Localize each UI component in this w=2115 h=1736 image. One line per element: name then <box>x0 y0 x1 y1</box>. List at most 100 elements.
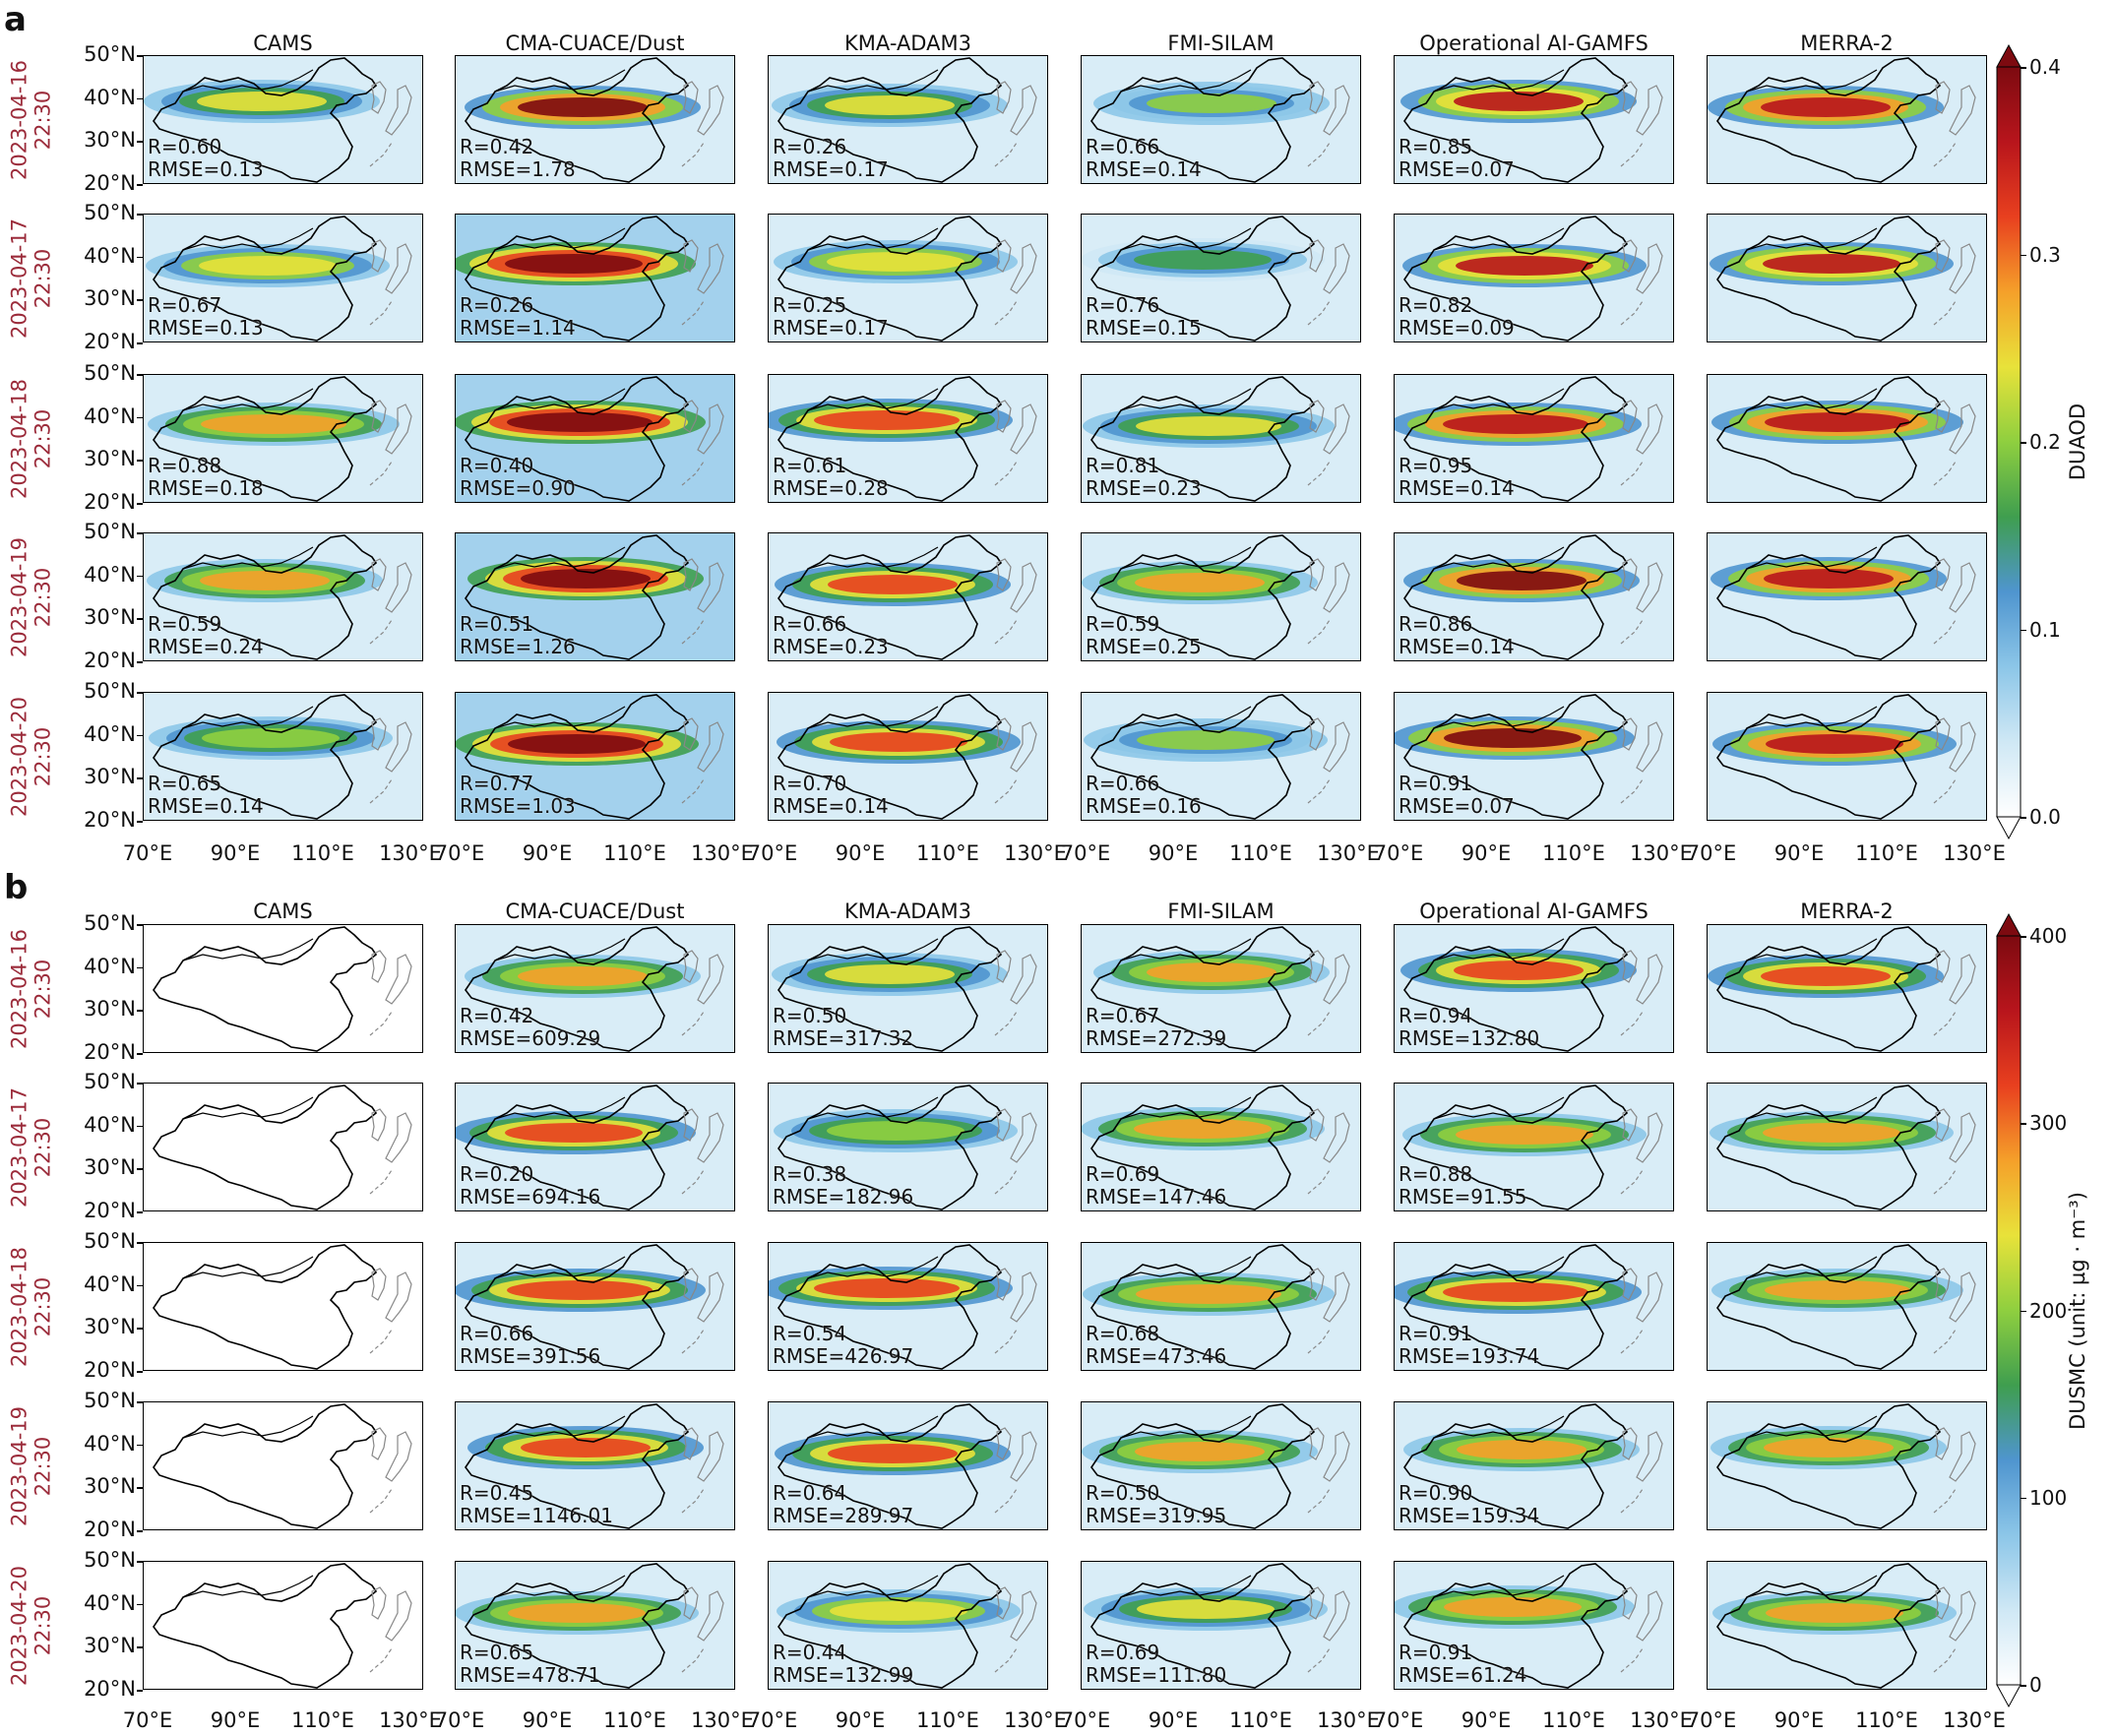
mongolia-border <box>494 227 626 251</box>
korea-outline <box>1935 1268 1951 1301</box>
china-outline <box>778 926 1003 1052</box>
mongolia-border <box>182 706 314 729</box>
china-outline <box>1403 1244 1629 1370</box>
map-cell-dusmc: R=0.50 RMSE=319.95 <box>1081 1401 1361 1530</box>
lon-tick-label: 130°E <box>691 1708 754 1732</box>
colorbar-tick-mark <box>2021 1497 2026 1500</box>
maritime-boundary <box>681 1169 705 1195</box>
lat-tick-label: 40°N <box>84 85 136 109</box>
china-outline <box>153 376 378 502</box>
row-date: 2023-04-20 <box>7 696 31 817</box>
japan-outline <box>1323 1112 1350 1163</box>
korea-outline <box>683 1268 699 1301</box>
lat-tick-mark <box>137 503 143 505</box>
map-cell-dusmc <box>143 1083 423 1211</box>
lat-tick-mark <box>137 777 143 779</box>
mongolia-border <box>807 227 939 251</box>
maritime-boundary <box>681 778 705 804</box>
stat-block: R=0.25 RMSE=0.17 <box>773 294 889 340</box>
maritime-boundary <box>1933 619 1957 645</box>
stat-block: R=0.60 RMSE=0.13 <box>148 136 264 181</box>
japan-outline <box>1010 562 1037 613</box>
map-cell-dusmc <box>143 1561 423 1690</box>
colorbar-min-arrow <box>1996 1684 2022 1708</box>
lat-tick-label: 50°N <box>84 1389 136 1412</box>
japan-outline <box>1323 1431 1350 1482</box>
colorbar-max-arrow <box>1996 912 2022 937</box>
maritime-boundary <box>1933 300 1957 326</box>
stat-rmse: RMSE=91.55 <box>1399 1185 1527 1209</box>
maritime-boundary <box>681 461 705 486</box>
lat-tick-label: 20°N <box>84 1040 136 1064</box>
china-outline <box>1403 926 1629 1052</box>
map-cell-duaod: R=0.82 RMSE=0.09 <box>1394 214 1674 342</box>
china-outline <box>465 534 690 660</box>
mongolia-border <box>1433 69 1565 93</box>
stat-r: R=0.95 <box>1399 454 1473 477</box>
maritime-boundary <box>994 1488 1018 1514</box>
model-title: FMI-SILAM <box>1167 31 1275 55</box>
lat-tick-mark <box>137 1168 143 1170</box>
map-cell-duaod <box>1707 692 1987 821</box>
stat-rmse: RMSE=193.74 <box>1399 1344 1540 1368</box>
stat-r: R=0.91 <box>1399 772 1473 795</box>
china-outline <box>778 1244 1003 1370</box>
colorbar-tick-label: 400 <box>2029 924 2068 948</box>
row-date: 2023-04-16 <box>7 59 31 180</box>
stat-rmse: RMSE=0.09 <box>1399 316 1515 340</box>
korea-outline <box>371 558 387 591</box>
mongolia-border <box>1433 1096 1565 1120</box>
row-time: 22:30 <box>31 408 54 468</box>
panel-letter-b: b <box>4 868 29 907</box>
china-outline <box>1090 1403 1316 1529</box>
japan-outline <box>1010 403 1037 455</box>
map-svg <box>769 1243 1047 1370</box>
map-cell-duaod: R=0.70 RMSE=0.14 <box>768 692 1048 821</box>
maritime-boundary <box>1620 1488 1644 1514</box>
stat-rmse: RMSE=0.17 <box>773 157 889 181</box>
stat-block: R=0.67 RMSE=0.13 <box>148 294 264 340</box>
japan-outline <box>1010 1431 1037 1482</box>
japan-outline <box>697 954 724 1005</box>
row-time: 22:30 <box>31 248 54 308</box>
map-cell-dusmc <box>1707 1083 1987 1211</box>
china-outline <box>153 694 378 820</box>
lon-tick-label: 90°E <box>835 841 886 865</box>
lon-tick-label: 130°E <box>379 841 442 865</box>
lon-tick-label: 70°E <box>434 1708 485 1732</box>
map-cell-dusmc: R=0.94 RMSE=132.80 <box>1394 924 1674 1053</box>
stat-block: R=0.91 RMSE=61.24 <box>1399 1642 1527 1687</box>
colorbar-gradient <box>1996 935 2022 1686</box>
lat-tick-mark <box>137 1690 143 1692</box>
korea-outline <box>996 1108 1012 1142</box>
japan-outline <box>1636 1112 1663 1163</box>
japan-outline <box>697 243 724 294</box>
stat-block: R=0.86 RMSE=0.14 <box>1399 613 1515 658</box>
lon-tick-label: 90°E <box>1461 841 1512 865</box>
stat-r: R=0.65 <box>148 772 222 795</box>
china-outline <box>153 1563 378 1689</box>
korea-outline <box>371 1427 387 1460</box>
mongolia-border <box>494 388 626 411</box>
colorbar-title: DUAOD <box>2066 403 2089 481</box>
lat-tick-mark <box>137 1010 143 1012</box>
lat-tick-label: 50°N <box>84 42 136 66</box>
china-outline <box>1716 216 1942 341</box>
lon-tick-label: 70°E <box>122 841 173 865</box>
lat-tick-mark <box>137 692 143 694</box>
korea-outline <box>1309 717 1325 751</box>
lat-tick-label: 30°N <box>84 997 136 1022</box>
korea-outline <box>996 1586 1012 1620</box>
korea-outline <box>1935 1586 1951 1620</box>
model-title: MERRA-2 <box>1800 31 1894 55</box>
stat-rmse: RMSE=0.13 <box>148 316 264 340</box>
mongolia-border <box>494 1575 626 1598</box>
map-cell-dusmc: R=0.69 RMSE=147.46 <box>1081 1083 1361 1211</box>
map-cell-duaod <box>1707 532 1987 661</box>
dust-field <box>1708 215 1986 341</box>
stat-rmse: RMSE=1.78 <box>460 157 576 181</box>
stat-block: R=0.68 RMSE=473.46 <box>1086 1323 1226 1368</box>
korea-outline <box>1309 400 1325 433</box>
mongolia-border <box>1433 1575 1565 1598</box>
japan-outline <box>1636 403 1663 455</box>
